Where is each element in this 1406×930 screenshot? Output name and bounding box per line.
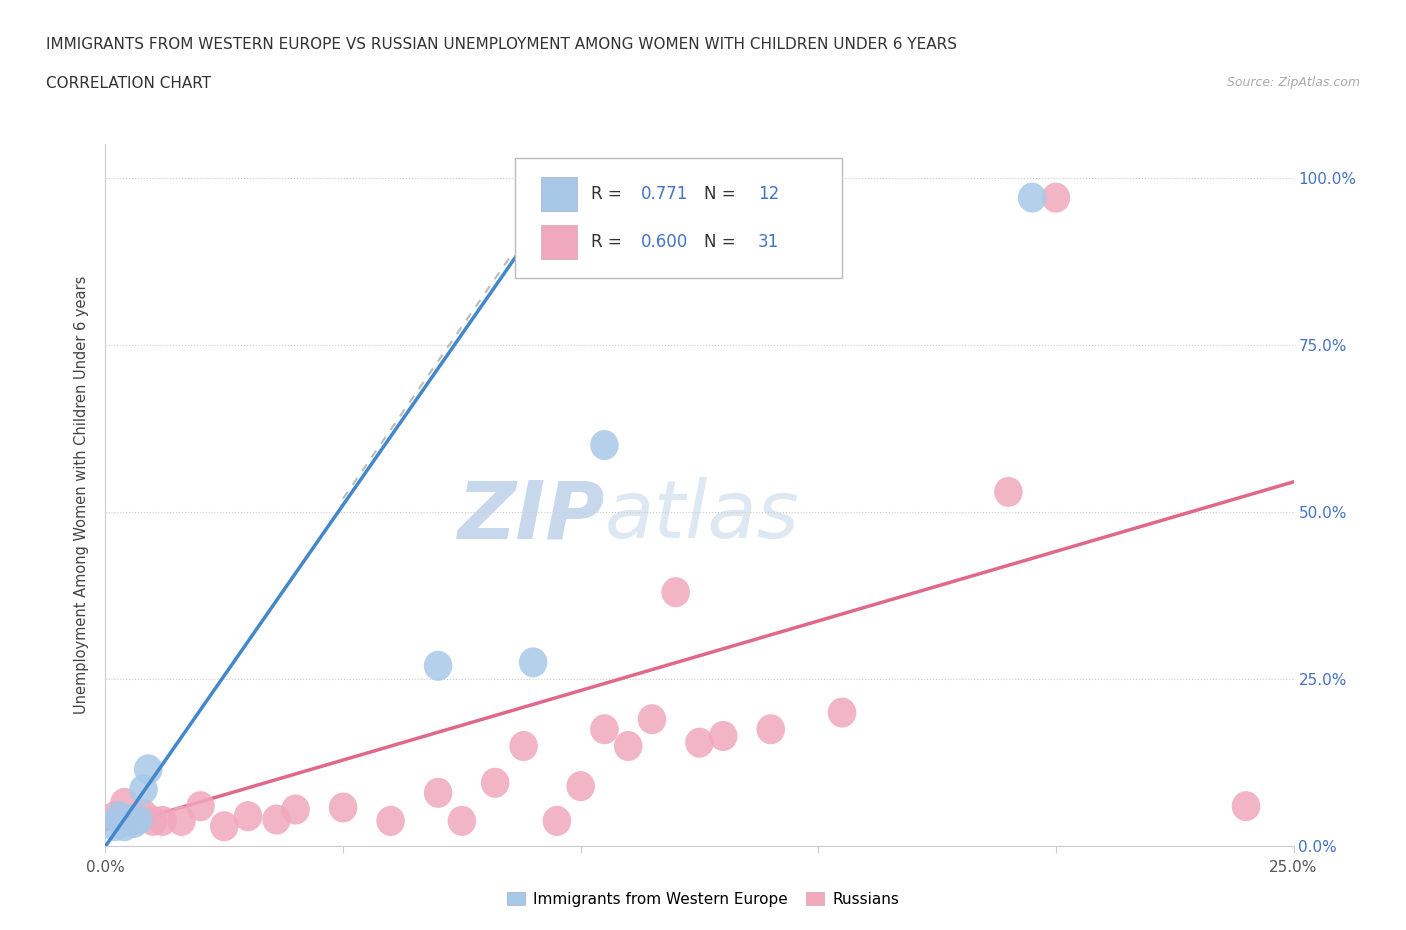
Legend: Immigrants from Western Europe, Russians: Immigrants from Western Europe, Russians	[501, 886, 905, 913]
Text: N =: N =	[704, 233, 735, 251]
Ellipse shape	[129, 775, 157, 804]
Ellipse shape	[661, 578, 690, 607]
Ellipse shape	[1042, 182, 1070, 213]
Text: IMMIGRANTS FROM WESTERN EUROPE VS RUSSIAN UNEMPLOYMENT AMONG WOMEN WITH CHILDREN: IMMIGRANTS FROM WESTERN EUROPE VS RUSSIA…	[46, 37, 957, 52]
Ellipse shape	[1018, 182, 1046, 213]
Text: Source: ZipAtlas.com: Source: ZipAtlas.com	[1226, 76, 1360, 89]
FancyBboxPatch shape	[516, 158, 842, 277]
Ellipse shape	[101, 811, 129, 842]
Ellipse shape	[105, 801, 134, 831]
Ellipse shape	[994, 477, 1022, 507]
Text: 31: 31	[758, 233, 779, 251]
Ellipse shape	[209, 811, 239, 842]
Ellipse shape	[423, 651, 453, 681]
Ellipse shape	[638, 704, 666, 735]
Ellipse shape	[110, 811, 139, 842]
Ellipse shape	[591, 430, 619, 460]
Ellipse shape	[101, 801, 129, 831]
Ellipse shape	[115, 804, 143, 834]
Text: 0.771: 0.771	[641, 185, 689, 203]
Ellipse shape	[828, 698, 856, 727]
Ellipse shape	[281, 794, 309, 825]
Ellipse shape	[263, 804, 291, 834]
Text: R =: R =	[592, 185, 621, 203]
Ellipse shape	[186, 791, 215, 821]
Text: ZIP: ZIP	[457, 477, 605, 555]
Ellipse shape	[377, 805, 405, 836]
Text: N =: N =	[704, 185, 735, 203]
Ellipse shape	[134, 754, 163, 784]
Text: R =: R =	[592, 233, 621, 251]
Ellipse shape	[756, 714, 785, 744]
Ellipse shape	[110, 788, 139, 817]
Ellipse shape	[329, 792, 357, 822]
Text: CORRELATION CHART: CORRELATION CHART	[46, 76, 211, 91]
Ellipse shape	[685, 727, 714, 758]
Ellipse shape	[509, 731, 538, 761]
Ellipse shape	[148, 805, 177, 836]
Ellipse shape	[125, 804, 153, 834]
Text: 0.600: 0.600	[641, 233, 689, 251]
Ellipse shape	[567, 771, 595, 801]
Text: atlas: atlas	[605, 477, 799, 555]
Ellipse shape	[481, 768, 509, 798]
Ellipse shape	[167, 805, 195, 836]
Ellipse shape	[709, 721, 738, 751]
Ellipse shape	[447, 805, 477, 836]
Ellipse shape	[120, 808, 148, 838]
Ellipse shape	[519, 647, 547, 677]
Ellipse shape	[591, 714, 619, 744]
Y-axis label: Unemployment Among Women with Children Under 6 years: Unemployment Among Women with Children U…	[75, 276, 90, 714]
Ellipse shape	[120, 804, 148, 834]
Ellipse shape	[423, 777, 453, 808]
Ellipse shape	[139, 805, 167, 836]
Ellipse shape	[614, 731, 643, 761]
Text: 12: 12	[758, 185, 779, 203]
Ellipse shape	[129, 799, 157, 830]
Ellipse shape	[543, 805, 571, 836]
Ellipse shape	[1232, 791, 1260, 821]
FancyBboxPatch shape	[541, 225, 576, 259]
FancyBboxPatch shape	[541, 177, 576, 210]
Ellipse shape	[233, 801, 263, 831]
